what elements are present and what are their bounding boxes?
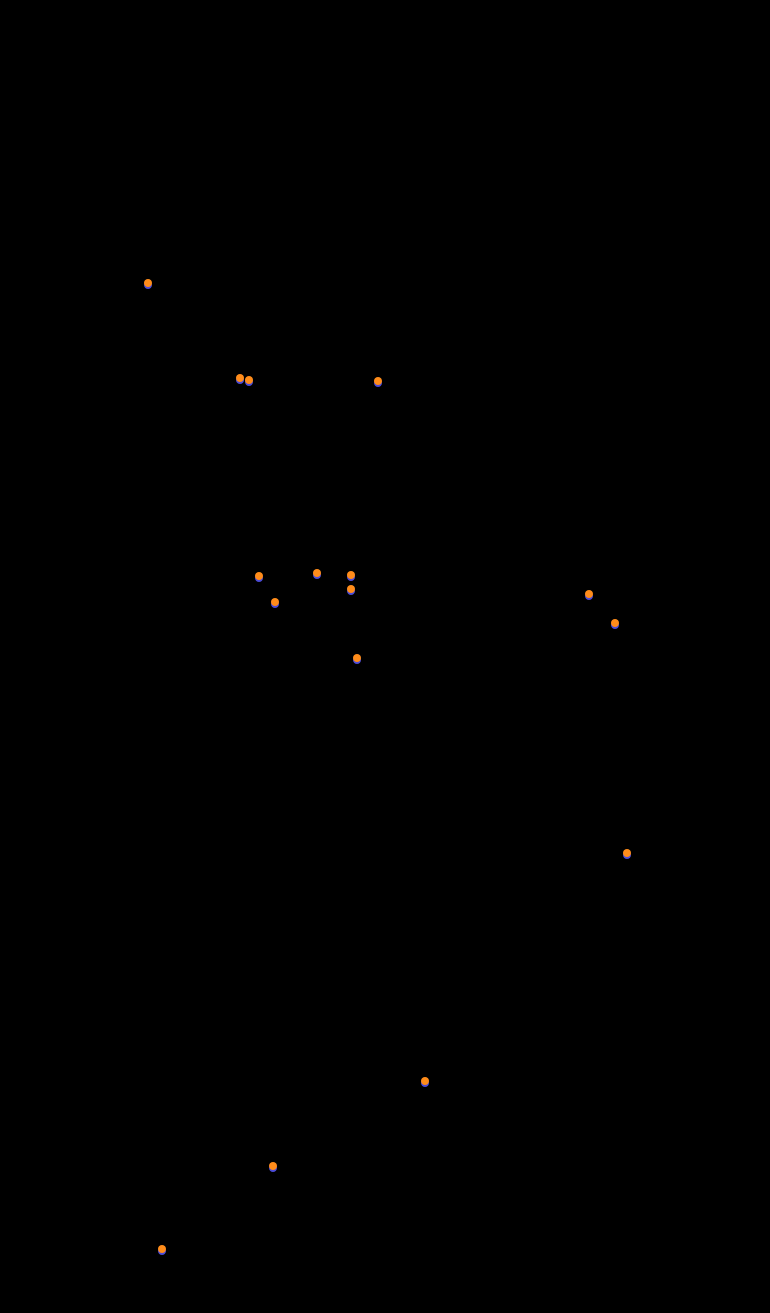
- scatter-point: [611, 619, 619, 627]
- scatter-point: [353, 654, 361, 662]
- scatter-point: [236, 374, 244, 382]
- scatter-point: [313, 569, 321, 577]
- chart-background: [0, 0, 770, 1313]
- scatter-point: [269, 1162, 277, 1170]
- scatter-point: [158, 1245, 166, 1253]
- scatter-point: [245, 376, 253, 384]
- scatter-point: [347, 571, 355, 579]
- scatter-point: [623, 849, 631, 857]
- scatter-point: [347, 585, 355, 593]
- scatter-chart: [0, 0, 770, 1313]
- scatter-point: [144, 279, 152, 287]
- scatter-point: [271, 598, 279, 606]
- scatter-point: [374, 377, 382, 385]
- scatter-point: [421, 1077, 429, 1085]
- scatter-point: [585, 590, 593, 598]
- scatter-point: [255, 572, 263, 580]
